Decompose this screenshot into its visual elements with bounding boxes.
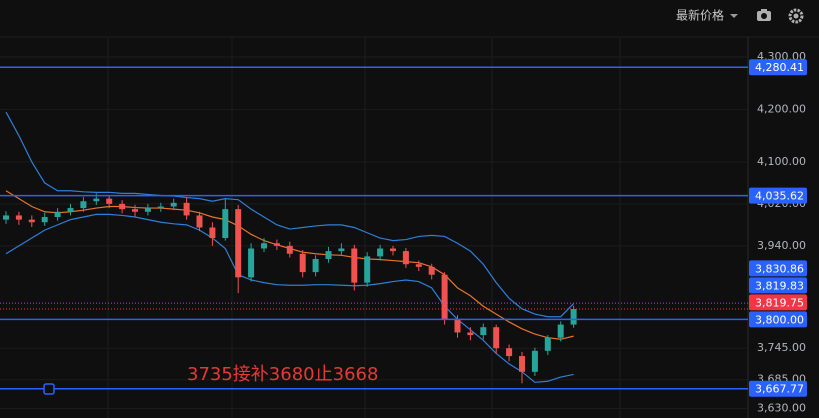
candle-body [312, 258, 319, 273]
candle-body [93, 198, 100, 202]
level-label: 3,819.75 [755, 296, 804, 309]
level-label-box [749, 380, 807, 397]
candle-body [557, 324, 564, 338]
candle-body [144, 208, 151, 212]
layer [0, 66, 748, 390]
candle-body [261, 243, 267, 249]
alert-marker [43, 383, 55, 395]
candle-body [106, 198, 113, 204]
candle-body [28, 219, 35, 223]
y-tick-label: 3,940.00 [757, 239, 806, 252]
band-lower [5, 213, 574, 383]
candle-body [519, 356, 525, 372]
level-label-box [749, 59, 807, 76]
candle-body [286, 245, 293, 254]
candle-body [480, 327, 487, 336]
candle-body [196, 215, 203, 228]
level-label: 3,819.83 [755, 279, 804, 292]
candle-body [80, 201, 87, 209]
candle-body [67, 208, 74, 212]
level-label-box [749, 187, 807, 204]
candle-body [402, 251, 409, 265]
level-label: 3,830.86 [755, 262, 804, 275]
candle-body [454, 319, 461, 333]
candle-body [415, 264, 422, 267]
candle-body [570, 308, 577, 325]
level-label: 4,280.41 [755, 61, 804, 74]
price-mode[interactable]: 最新价格 [676, 8, 724, 23]
level-label-box [749, 277, 807, 294]
candle-body [325, 251, 332, 259]
candle-body [235, 209, 242, 278]
level-label: 3,667.77 [755, 383, 804, 396]
level-label: 3,800.00 [755, 313, 804, 326]
level-label-box [749, 311, 807, 328]
candle-body [3, 215, 9, 220]
candle-body [54, 211, 61, 218]
y-tick-label: 4,200.00 [757, 102, 806, 115]
candle-body [15, 215, 22, 220]
candle-body [428, 266, 435, 275]
candle-body [351, 248, 358, 283]
candle-body [531, 350, 538, 372]
camera-icon[interactable] [757, 9, 771, 21]
candle-body [544, 337, 551, 351]
candle-body [441, 274, 448, 320]
candle-body [222, 209, 229, 238]
candle-body [273, 243, 280, 246]
dropdown-icon[interactable] [730, 14, 738, 18]
candle-body [467, 332, 474, 336]
y-tick-label: 4,100.00 [757, 155, 806, 168]
candle-body [390, 248, 396, 252]
candle-body [170, 202, 177, 207]
level-label-box [749, 260, 807, 277]
candle-body [119, 203, 126, 210]
level-label-box [749, 294, 807, 311]
annotation: 3735接补3680止3668 [187, 364, 378, 385]
level-label: 4,035.62 [755, 190, 804, 203]
toolbar: 最新价格 [676, 8, 804, 24]
settings-icon[interactable] [788, 8, 804, 24]
candle-body [41, 217, 48, 223]
y-tick-label: 3,745.00 [757, 341, 806, 354]
candle-body [248, 248, 255, 278]
candle-body [132, 209, 138, 212]
candle-body [183, 202, 190, 216]
candle-body [364, 256, 371, 283]
candle-body [299, 253, 306, 273]
band-upper [5, 111, 575, 318]
candle-body [209, 227, 216, 238]
candle-body [493, 327, 500, 349]
y-tick-label: 3,630.00 [757, 402, 806, 415]
layer [0, 37, 748, 418]
candle-body [506, 348, 513, 357]
layer: 4,300.004,200.004,100.004,020.003,940.00… [43, 50, 807, 415]
candle-body [377, 248, 384, 257]
candle-body [338, 248, 345, 252]
candle-body [157, 206, 164, 209]
